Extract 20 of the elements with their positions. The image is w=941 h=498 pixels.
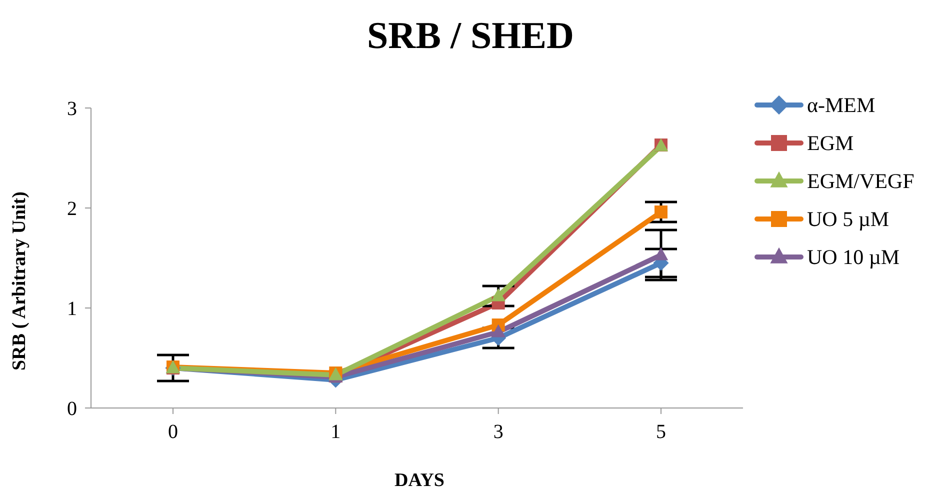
legend-label: α-MEM (807, 92, 876, 118)
y-tick-label: 0 (67, 398, 77, 420)
y-tick-label: 3 (67, 98, 77, 120)
y-tick-label: 1 (67, 298, 77, 320)
x-tick-label: 0 (168, 421, 178, 444)
x-tick-label: 3 (493, 421, 504, 444)
legend-label: EGM (807, 130, 854, 156)
chart-title: SRB / SHED (366, 14, 575, 58)
y-tick-label: 2 (67, 198, 77, 220)
y-axis-title: SRB ( Arbitrary Unit) (9, 192, 31, 370)
x-tick-label: 1 (330, 421, 341, 444)
legend-label: UO 10 µM (807, 244, 900, 270)
legend-label: EGM/VEGF (807, 168, 914, 194)
x-axis-title: DAYS (394, 470, 446, 492)
point (654, 247, 668, 260)
point (654, 206, 668, 218)
legend-label: UO 5 µM (807, 206, 890, 232)
point (491, 324, 506, 338)
x-tick-label: 5 (656, 421, 666, 444)
point (491, 288, 506, 302)
